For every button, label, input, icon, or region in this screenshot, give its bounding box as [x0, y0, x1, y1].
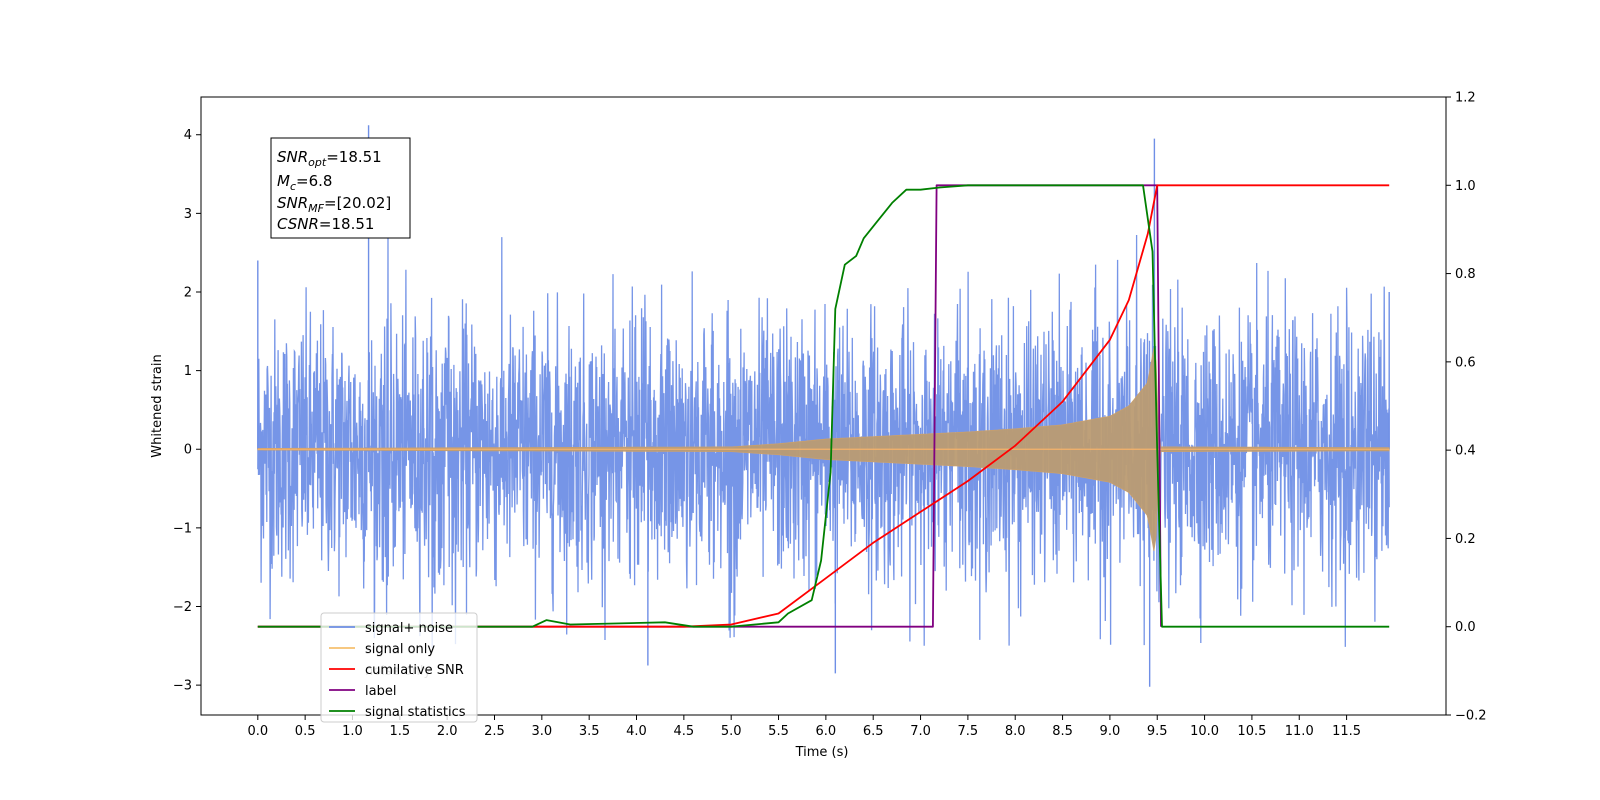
x-tick-label: 8.0 [1005, 724, 1026, 739]
x-tick-label: 6.0 [816, 724, 837, 739]
legend: signal onlynoise onlysignal+ noisesignal… [320, 612, 478, 723]
x-tick-label: 5.0 [721, 724, 742, 739]
legend-label: signal only [365, 642, 435, 657]
y-tick-label: 1 [184, 364, 192, 379]
y2-tick-label: 0.0 [1455, 620, 1476, 635]
y-tick-label: 2 [184, 285, 192, 300]
x-tick-label: 7.0 [910, 724, 931, 739]
y2-tick-label: 0.4 [1455, 444, 1476, 459]
y-tick-label: −1 [173, 521, 192, 536]
x-tick-label: 10.5 [1237, 724, 1266, 739]
x-tick-label: 6.5 [863, 724, 884, 739]
y2-tick-label: 1.2 [1455, 91, 1476, 106]
series-signal-statistics-line [257, 184, 1390, 628]
annotation-snr-mf-sub: MF [308, 202, 324, 215]
x-tick-label: 0.0 [247, 724, 268, 739]
y2-tick-label: −0.2 [1455, 709, 1487, 724]
svg-text:SNRopt=18.51: SNRopt=18.51 [277, 148, 382, 169]
x-tick-label: 2.5 [484, 724, 505, 739]
svg-text:SNRMF=[20.02]: SNRMF=[20.02] [277, 194, 391, 215]
x-tick-label: 11.0 [1285, 724, 1314, 739]
x-tick-label: 8.5 [1052, 724, 1073, 739]
x-tick-label: 2.0 [437, 724, 458, 739]
x-tick-label: 9.5 [1147, 724, 1168, 739]
plot-area [257, 125, 1390, 687]
axes-frame [200, 96, 1447, 716]
y2-tick-label: 0.8 [1455, 267, 1476, 282]
y2-tick-label: 1.0 [1455, 179, 1476, 194]
annotation-csnr-value: =18.51 [319, 215, 375, 233]
x-axis: 0.0 0.5 1.0 1.5 2.0 2.5 3.0 3.5 4.0 4.5 5.0 5.5 6.0 6… [247, 715, 1361, 739]
x-tick-label: 7.5 [958, 724, 979, 739]
y-tick-label: −3 [173, 679, 192, 694]
annotation-mc-sub: c [290, 180, 296, 193]
x-tick-label: 5.5 [768, 724, 789, 739]
legend-label: signal statistics [365, 705, 466, 720]
x-tick-label: 1.5 [389, 724, 410, 739]
annotation-snr-mf-label: SNR [277, 194, 308, 212]
y-tick-label: 4 [184, 128, 192, 143]
annotation-snr-opt-label: SNR [277, 148, 308, 166]
y-tick-label: 3 [184, 207, 192, 222]
series-cumilative-snr-line [257, 184, 1390, 628]
annotation-snr-opt-sub: opt [308, 156, 327, 169]
x-axis-label: Time (s) [795, 745, 849, 760]
x-tick-label: 11.5 [1332, 724, 1361, 739]
x-tick-label: 4.5 [674, 724, 695, 739]
legend-box [320, 612, 478, 723]
legend-label: signal+ noise [365, 621, 453, 636]
legend-label: label [365, 684, 396, 699]
annotation-snr-mf-value: =[20.02] [324, 194, 391, 212]
x-tick-label: 0.5 [295, 724, 316, 739]
series-signal-noise-line [257, 234, 1390, 648]
y-tick-label: 0 [184, 443, 192, 458]
svg-text:Mc=6.8: Mc=6.8 [277, 172, 332, 193]
x-tick-label: 1.0 [342, 724, 363, 739]
x-tick-label: 3.5 [579, 724, 600, 739]
annotation-mc-value: =6.8 [296, 172, 332, 190]
annotation-snr-opt-value: =18.51 [326, 148, 382, 166]
annotation-mc-label: M [277, 172, 290, 190]
x-tick-label: 10.0 [1190, 724, 1219, 739]
y-tick-label: −2 [173, 600, 192, 615]
y-axis-right: −0.2 0.0 0.2 0.4 0.6 0.8 1.0 1.2 [1446, 91, 1487, 724]
y2-tick-label: 0.6 [1455, 355, 1476, 370]
legend-label: cumilative SNR [365, 663, 464, 678]
y-axis-label: Whitened strain [150, 354, 165, 457]
y-axis-left: −3 −2 −1 0 1 2 3 4 [173, 128, 201, 694]
x-tick-label: 9.0 [1100, 724, 1121, 739]
x-tick-label: 3.0 [531, 724, 552, 739]
x-tick-label: 4.0 [626, 724, 647, 739]
y2-tick-label: 0.2 [1455, 532, 1476, 547]
svg-text:CSNR=18.51: CSNR=18.51 [277, 215, 374, 233]
annotation-box: SNRopt=18.51 Mc=6.8 SNRMF=[20.02] CSNR=1… [270, 137, 411, 239]
annotation-csnr-label: CSNR [277, 215, 319, 233]
